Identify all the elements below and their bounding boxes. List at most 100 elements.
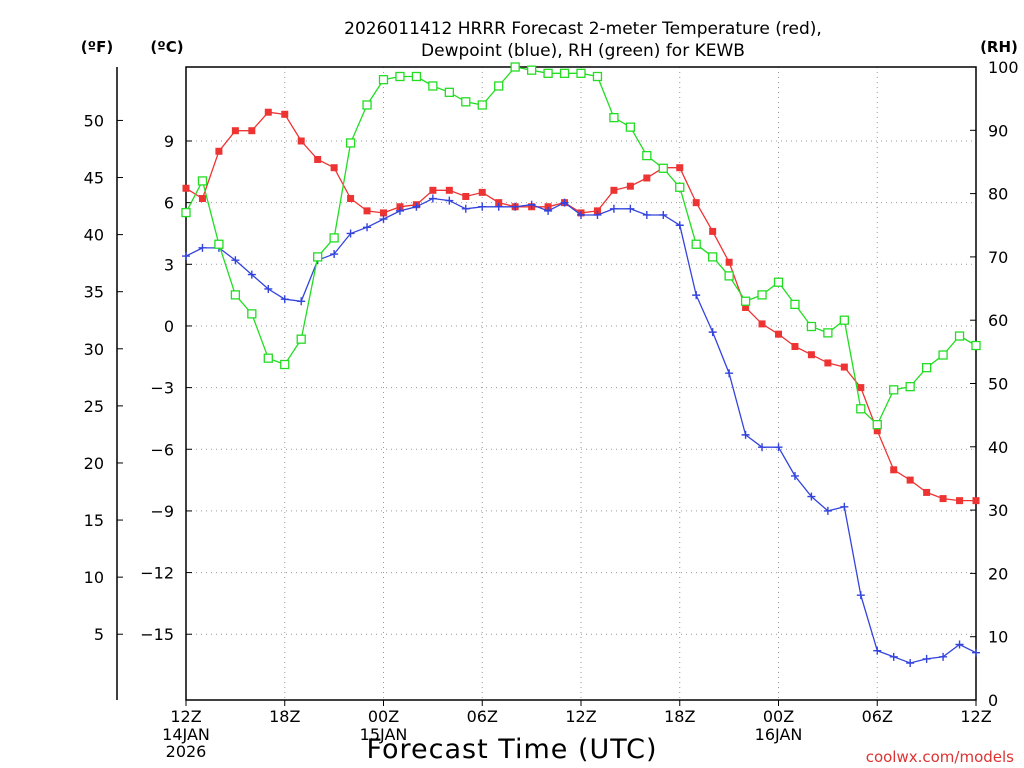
- dewpoint-point: [807, 492, 816, 501]
- celsius-tick-label: 9: [164, 132, 174, 151]
- dewpoint-point: [955, 640, 964, 649]
- dewpoint-point: [856, 591, 865, 600]
- rh-tick-label: 80: [988, 185, 1008, 204]
- rh-point: [740, 296, 751, 306]
- dewpoint-point: [840, 502, 849, 511]
- series-layer: [181, 62, 981, 668]
- temperature-point: [824, 359, 832, 367]
- dewpoint-point: [626, 204, 635, 213]
- temperature-point: [676, 164, 684, 172]
- rh-tick-label: 50: [988, 375, 1008, 394]
- rh-tick-label: 70: [988, 248, 1008, 267]
- temperature-point: [742, 303, 750, 311]
- dewpoint-point: [527, 200, 536, 209]
- dewpoint-point: [593, 210, 602, 219]
- temperature-point: [297, 137, 305, 145]
- temperature-point: [478, 188, 486, 196]
- rh-axis-label: (RH): [980, 38, 1018, 56]
- rh-point: [313, 252, 323, 262]
- temperature-point: [445, 186, 453, 194]
- rh-tick-label: 60: [988, 311, 1008, 330]
- rh-tick-label: 30: [988, 501, 1008, 520]
- x-axis-label: Forecast Time (UTC): [366, 734, 657, 765]
- fahrenheit-tick-label: 30: [84, 340, 104, 359]
- dewpoint-point: [280, 295, 289, 304]
- dewpoint-point: [511, 202, 520, 211]
- rh-point: [197, 176, 208, 186]
- rh-point: [625, 122, 636, 132]
- celsius-tick-label: 3: [164, 255, 174, 274]
- dewpoint-point: [889, 652, 898, 661]
- temperature-point: [380, 209, 387, 217]
- rh-point: [806, 321, 817, 332]
- rh-point: [181, 207, 191, 218]
- fahrenheit-axis-label: (ºF): [81, 38, 113, 56]
- temperature-point: [807, 351, 815, 359]
- rh-point: [395, 71, 405, 82]
- dewpoint-point: [412, 202, 421, 211]
- dewpoint-point: [659, 210, 668, 219]
- rh-point: [905, 382, 915, 392]
- temperature-point: [956, 497, 964, 505]
- dewpoint-point: [741, 430, 750, 439]
- celsius-tick-label: 6: [164, 194, 174, 213]
- dewpoint-point: [922, 654, 931, 663]
- temperature-point: [692, 199, 700, 207]
- temperature-point: [231, 127, 239, 135]
- dewpoint-point: [544, 206, 553, 215]
- temperature-point: [873, 427, 881, 435]
- rh-point: [658, 163, 668, 173]
- rh-point: [280, 359, 290, 370]
- grid-layer: [186, 67, 976, 700]
- fahrenheit-tick-label: 25: [84, 397, 104, 416]
- dewpoint-point: [873, 646, 882, 655]
- celsius-tick-label: −3: [150, 379, 174, 398]
- dewpoint-point: [790, 471, 799, 480]
- series-rh: [181, 62, 981, 430]
- dewpoint-point: [972, 648, 980, 657]
- time-tick-label: 06Z: [862, 707, 893, 726]
- dewpoint-point: [560, 198, 569, 207]
- rh-point: [675, 182, 685, 192]
- fahrenheit-tick-label: 5: [94, 625, 104, 644]
- dewpoint-point: [774, 443, 783, 452]
- fahrenheit-tick-label: 10: [84, 568, 104, 587]
- fahrenheit-tick-label: 45: [84, 169, 104, 188]
- rh-point: [724, 271, 734, 281]
- temperature-point: [198, 195, 206, 203]
- rh-point: [609, 112, 619, 123]
- temperature-point: [281, 110, 289, 118]
- dewpoint-point: [577, 210, 585, 219]
- rh-point: [872, 419, 882, 430]
- celsius-tick-label: −12: [140, 564, 174, 583]
- rh-point: [378, 75, 389, 85]
- celsius-tick-label: −9: [150, 502, 174, 521]
- rh-point: [971, 340, 981, 351]
- rh-point: [708, 252, 718, 262]
- time-tick-label: 12Z: [170, 707, 201, 726]
- temperature-point: [939, 495, 947, 503]
- dewpoint-point: [247, 270, 256, 279]
- dewpoint-point: [379, 215, 388, 224]
- dewpoint-point: [609, 204, 618, 213]
- rh-point: [592, 71, 603, 82]
- series-temperature: [182, 108, 980, 505]
- fahrenheit-tick-label: 15: [84, 511, 104, 530]
- rh-point: [921, 363, 932, 373]
- rh-point: [263, 353, 273, 363]
- time-tick-label: 12Z: [960, 707, 991, 726]
- dewpoint-point: [395, 206, 404, 215]
- rh-tick-label: 10: [988, 628, 1008, 647]
- rh-point: [296, 334, 306, 344]
- celsius-tick-label: −15: [140, 625, 174, 644]
- rh-point: [691, 239, 701, 249]
- time-tick-label: 00Z: [763, 707, 794, 726]
- temperature-point: [972, 497, 980, 505]
- temperature-point: [182, 184, 190, 192]
- series-dewpoint: [182, 194, 980, 668]
- rh-point: [823, 328, 833, 338]
- time-tick-sublabel: 16JAN: [755, 725, 803, 744]
- temperature-point: [758, 320, 766, 328]
- dewpoint-point: [182, 252, 190, 261]
